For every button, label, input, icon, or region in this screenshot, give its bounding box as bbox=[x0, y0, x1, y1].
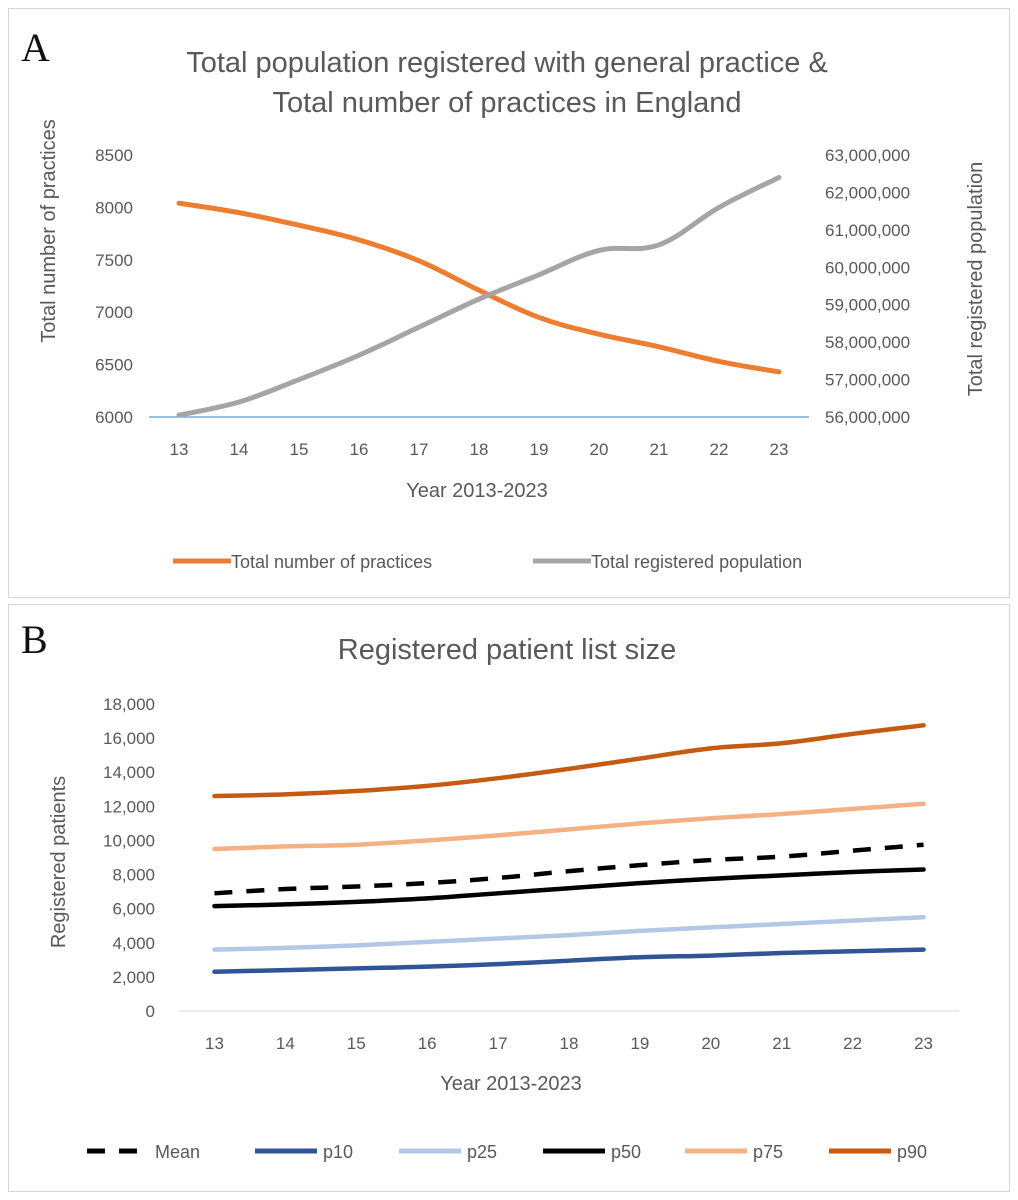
legend-item: p50 bbox=[543, 1142, 641, 1162]
x-tick-label: 21 bbox=[772, 1034, 791, 1053]
y-tick-label: 8500 bbox=[95, 146, 133, 165]
x-tick-label: 22 bbox=[710, 440, 729, 459]
legend-item: Mean bbox=[87, 1142, 200, 1162]
legend-label: p90 bbox=[897, 1142, 927, 1162]
x-tick-label: 18 bbox=[560, 1034, 579, 1053]
x-axis-title: Year 2013-2023 bbox=[406, 480, 548, 502]
y2-tick-label: 61,000,000 bbox=[825, 221, 910, 240]
legend-item: p10 bbox=[255, 1142, 353, 1162]
legend-label: Total registered population bbox=[591, 552, 802, 572]
y-tick-label: 18,000 bbox=[103, 695, 155, 714]
y2-tick-label: 62,000,000 bbox=[825, 183, 910, 202]
x-tick-label: 22 bbox=[843, 1034, 862, 1053]
y-tick-label: 8,000 bbox=[112, 866, 155, 885]
panel-b: B Registered patient list size 0 2,000 4,0… bbox=[8, 604, 1010, 1192]
y-tick-label: 12,000 bbox=[103, 797, 155, 816]
y-tick-label: 0 bbox=[146, 1002, 155, 1021]
series-line bbox=[212, 867, 926, 909]
x-tick-label: 17 bbox=[410, 440, 429, 459]
legend-label: Total number of practices bbox=[231, 552, 432, 572]
x-tick-label: 15 bbox=[290, 440, 309, 459]
y-axis-title: Total number of practices bbox=[38, 119, 60, 342]
x-tick-label: 13 bbox=[205, 1034, 224, 1053]
x-tick-label: 20 bbox=[590, 440, 609, 459]
y-tick-label: 2,000 bbox=[112, 968, 155, 987]
x-tick-label: 19 bbox=[530, 440, 549, 459]
series-line bbox=[176, 174, 782, 418]
y2-tick-label: 59,000,000 bbox=[825, 296, 910, 315]
y-tick-label: 4,000 bbox=[112, 934, 155, 953]
y-tick-label: 16,000 bbox=[103, 729, 155, 748]
legend-item: Total number of practices bbox=[173, 552, 432, 572]
legend-item: Total registered population bbox=[533, 552, 802, 572]
y-tick-label: 14,000 bbox=[103, 763, 155, 782]
chart-title: Registered patient list size bbox=[338, 634, 677, 666]
x-tick-label: 14 bbox=[276, 1034, 295, 1053]
series-line bbox=[212, 947, 926, 975]
x-tick-label: 23 bbox=[914, 1034, 933, 1053]
y-tick-label: 7000 bbox=[95, 303, 133, 322]
chart-a: A Total population registered with gener… bbox=[21, 25, 987, 572]
y2-tick-label: 57,000,000 bbox=[825, 371, 910, 390]
y2-axis-title: Total registered population bbox=[965, 162, 987, 397]
x-tick-label: 21 bbox=[650, 440, 669, 459]
legend-label: p50 bbox=[611, 1142, 641, 1162]
y-axis-title: Registered patients bbox=[48, 776, 70, 948]
chart-title-line-2: Total number of practices in England bbox=[272, 87, 741, 119]
y-tick-label: 6000 bbox=[95, 408, 133, 427]
legend-item: p75 bbox=[685, 1142, 783, 1162]
x-tick-label: 19 bbox=[630, 1034, 649, 1053]
panel-label-a: A bbox=[21, 25, 50, 70]
y2-tick-label: 60,000,000 bbox=[825, 258, 910, 277]
y-tick-label: 6,000 bbox=[112, 900, 155, 919]
x-tick-label: 14 bbox=[230, 440, 249, 459]
x-tick-label: 18 bbox=[470, 440, 489, 459]
series-line bbox=[214, 842, 924, 896]
legend-label: p10 bbox=[323, 1142, 353, 1162]
series-line bbox=[212, 914, 926, 952]
y-tick-label: 10,000 bbox=[103, 831, 155, 850]
x-tick-label: 16 bbox=[418, 1034, 437, 1053]
x-tick-label: 17 bbox=[489, 1034, 508, 1053]
y-tick-label: 7500 bbox=[95, 251, 133, 270]
panel-label-b: B bbox=[21, 617, 48, 662]
legend-item: p90 bbox=[829, 1142, 927, 1162]
y2-tick-label: 58,000,000 bbox=[825, 333, 910, 352]
legend-label: p25 bbox=[467, 1142, 497, 1162]
chart-title-line-1: Total population registered with general… bbox=[186, 47, 828, 79]
panel-a: A Total population registered with gener… bbox=[8, 8, 1010, 598]
x-axis-title: Year 2013-2023 bbox=[440, 1073, 582, 1095]
x-tick-label: 16 bbox=[350, 440, 369, 459]
x-tick-label: 13 bbox=[170, 440, 189, 459]
y2-tick-label: 56,000,000 bbox=[825, 408, 910, 427]
legend-label: Mean bbox=[155, 1142, 200, 1162]
legend-label: p75 bbox=[753, 1142, 783, 1162]
series-line bbox=[212, 723, 926, 799]
x-tick-label: 20 bbox=[701, 1034, 720, 1053]
x-tick-label: 15 bbox=[347, 1034, 366, 1053]
series-line bbox=[176, 200, 782, 375]
legend-item: p25 bbox=[399, 1142, 497, 1162]
series-line bbox=[212, 801, 926, 852]
y2-tick-label: 63,000,000 bbox=[825, 146, 910, 165]
y-tick-label: 6500 bbox=[95, 356, 133, 375]
x-tick-label: 23 bbox=[770, 440, 789, 459]
y-tick-label: 8000 bbox=[95, 198, 133, 217]
chart-b: B Registered patient list size 0 2,000 4,0… bbox=[21, 617, 959, 1162]
